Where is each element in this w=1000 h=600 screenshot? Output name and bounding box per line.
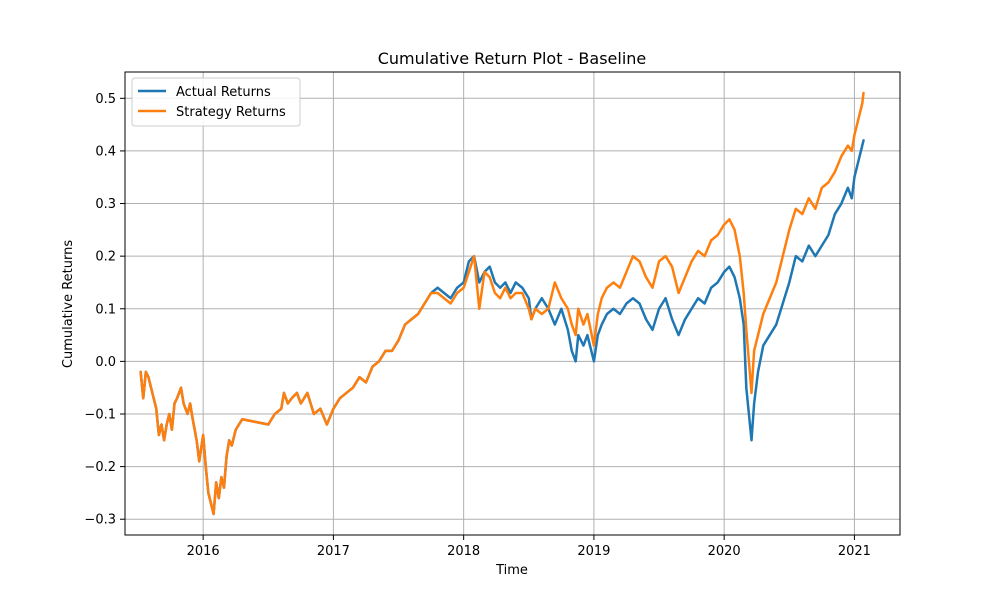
series-lines [139,91,865,516]
x-axis-label: Time [495,563,528,578]
y-tick-label: 0.4 [95,144,116,159]
y-tick-label: −0.3 [84,513,116,528]
x-tick-label: 2021 [838,544,871,559]
y-tick-label: −0.1 [84,407,116,422]
legend: Actual Returns Strategy Returns [131,77,301,127]
series-line-strategy-returns [139,91,865,516]
y-tick-label: 0.1 [95,302,116,317]
legend-label-strategy-returns: Strategy Returns [176,105,286,120]
y-tick-label: 0.3 [95,197,116,212]
x-tick-label: 2017 [317,544,350,559]
x-axis-ticks: 2016 2017 2018 2019 2020 2021 [187,535,871,559]
y-tick-label: 0.0 [95,355,116,370]
y-tick-label: 0.2 [95,250,116,265]
x-tick-label: 2018 [447,544,480,559]
x-tick-label: 2020 [708,544,741,559]
chart-title: Cumulative Return Plot - Baseline [378,49,647,68]
y-axis-ticks: −0.3 −0.2 −0.1 0.0 0.1 0.2 0.3 0.4 0.5 [84,92,125,528]
legend-box [131,77,301,127]
x-tick-label: 2019 [577,544,610,559]
grid-lines [125,72,900,535]
y-tick-label: 0.5 [95,92,116,107]
y-axis-label: Cumulative Returns [61,240,76,368]
x-tick-label: 2016 [187,544,220,559]
plot-frame [124,71,901,536]
y-tick-label: −0.2 [84,460,116,475]
legend-label-actual-returns: Actual Returns [176,85,271,100]
